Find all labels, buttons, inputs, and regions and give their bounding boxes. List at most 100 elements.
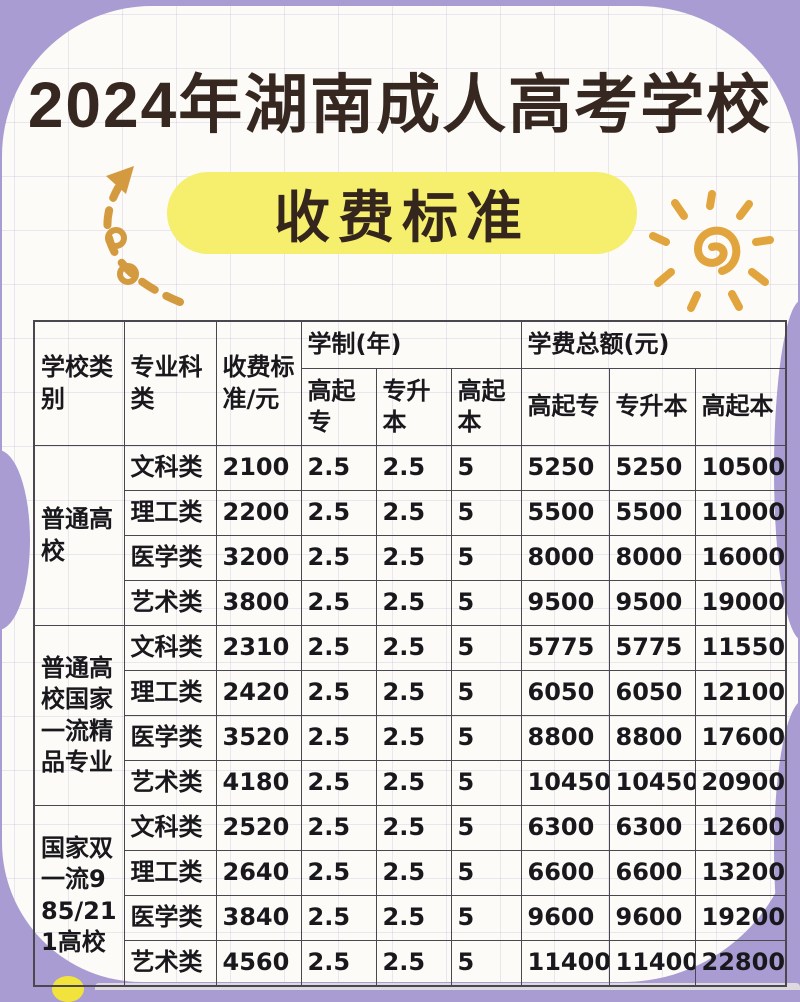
duration-gaoqiben-cell: 5: [450, 580, 522, 626]
header-tuition-zhuanshengben: 专升本: [608, 368, 696, 446]
tuition-gaoqiben-cell: 12600: [694, 805, 787, 851]
duration-zhuanshengben-cell: 2.5: [375, 805, 452, 851]
duration-gaoqizhuan-cell: 2.5: [300, 445, 377, 491]
tuition-gaoqizhuan-cell: 10450: [520, 760, 610, 806]
header-duration-group: 学制(年): [300, 320, 522, 369]
header-row-subcolumns: 高起专 专升本 高起本 高起专 专升本 高起本: [34, 368, 787, 446]
fee-standard-cell: 2100: [215, 445, 302, 491]
major-category-cell: 艺术类: [123, 940, 217, 987]
duration-gaoqiben-cell: 5: [450, 940, 522, 987]
fee-standard-cell: 2310: [215, 625, 302, 671]
duration-gaoqizhuan-cell: 2.5: [300, 490, 377, 536]
major-category-cell: 医学类: [123, 895, 217, 941]
tuition-zhuanshengben-cell: 9600: [608, 895, 696, 941]
duration-gaoqizhuan-cell: 2.5: [300, 580, 377, 626]
duration-zhuanshengben-cell: 2.5: [375, 625, 452, 671]
tuition-gaoqiben-cell: 19000: [694, 580, 787, 626]
header-fee-standard: 收费标准/元: [215, 320, 302, 446]
fee-standard-cell: 2420: [215, 670, 302, 716]
header-tuition-gaoqizhuan: 高起专: [520, 368, 610, 446]
major-category-cell: 医学类: [123, 535, 217, 581]
duration-zhuanshengben-cell: 2.5: [375, 715, 452, 761]
tuition-gaoqiben-cell: 20900: [694, 760, 787, 806]
major-category-cell: 理工类: [123, 670, 217, 716]
duration-gaoqiben-cell: 5: [450, 490, 522, 536]
major-category-cell: 文科类: [123, 625, 217, 671]
page-title: 2024年湖南成人高考学校: [27, 69, 773, 141]
major-category-cell: 理工类: [123, 490, 217, 536]
subtitle: 收费标准: [274, 185, 530, 249]
header-duration-zhuanshengben: 专升本: [375, 368, 452, 446]
tuition-zhuanshengben-cell: 5250: [608, 445, 696, 491]
school-category-cell: 普通高校: [33, 445, 125, 626]
tuition-gaoqizhuan-cell: 11400: [520, 940, 610, 987]
tuition-zhuanshengben-cell: 6050: [608, 670, 696, 716]
fee-standard-cell: 3520: [215, 715, 302, 761]
tuition-gaoqiben-cell: 10500: [694, 445, 787, 491]
tuition-gaoqizhuan-cell: 6600: [520, 850, 610, 896]
table-row: 理工类 2420 2.5 2.5 5 6050 6050 12100: [34, 670, 787, 716]
major-category-cell: 艺术类: [123, 580, 217, 626]
major-category-cell: 理工类: [123, 850, 217, 896]
table-row: 医学类 3840 2.5 2.5 5 9600 9600 19200: [34, 895, 787, 941]
duration-zhuanshengben-cell: 2.5: [375, 445, 452, 491]
duration-gaoqizhuan-cell: 2.5: [300, 850, 377, 896]
tuition-gaoqiben-cell: 11000: [694, 490, 787, 536]
tuition-gaoqiben-cell: 11550: [694, 625, 787, 671]
duration-gaoqiben-cell: 5: [450, 760, 522, 806]
duration-gaoqizhuan-cell: 2.5: [300, 805, 377, 851]
fee-standard-cell: 4560: [215, 940, 302, 987]
major-category-cell: 医学类: [123, 715, 217, 761]
header-school-category: 学校类别: [33, 320, 125, 446]
table-row: 理工类 2640 2.5 2.5 5 6600 6600 13200: [34, 850, 787, 896]
duration-gaoqiben-cell: 5: [450, 670, 522, 716]
tuition-gaoqiben-cell: 16000: [694, 535, 787, 581]
duration-gaoqiben-cell: 5: [450, 535, 522, 581]
header-tuition-gaoqiben: 高起本: [694, 368, 787, 446]
header-major-category: 专业科类: [123, 320, 217, 446]
duration-gaoqizhuan-cell: 2.5: [300, 625, 377, 671]
tuition-gaoqizhuan-cell: 5500: [520, 490, 610, 536]
duration-gaoqiben-cell: 5: [450, 715, 522, 761]
school-category-cell: 普通高校国家一流精品专业: [33, 625, 125, 806]
header-duration-gaoqiben: 高起本: [450, 368, 522, 446]
tuition-gaoqiben-cell: 13200: [694, 850, 787, 896]
tuition-zhuanshengben-cell: 5775: [608, 625, 696, 671]
duration-gaoqizhuan-cell: 2.5: [300, 715, 377, 761]
major-category-cell: 艺术类: [123, 760, 217, 806]
duration-gaoqiben-cell: 5: [450, 805, 522, 851]
duration-zhuanshengben-cell: 2.5: [375, 670, 452, 716]
tuition-zhuanshengben-cell: 10450: [608, 760, 696, 806]
tuition-zhuanshengben-cell: 6600: [608, 850, 696, 896]
table-row: 医学类 3520 2.5 2.5 5 8800 8800 17600: [34, 715, 787, 761]
tuition-gaoqizhuan-cell: 9600: [520, 895, 610, 941]
duration-zhuanshengben-cell: 2.5: [375, 850, 452, 896]
tuition-gaoqizhuan-cell: 8000: [520, 535, 610, 581]
duration-gaoqiben-cell: 5: [450, 850, 522, 896]
tuition-gaoqizhuan-cell: 5250: [520, 445, 610, 491]
duration-zhuanshengben-cell: 2.5: [375, 940, 452, 987]
tuition-zhuanshengben-cell: 11400: [608, 940, 696, 987]
fee-standard-cell: 3200: [215, 535, 302, 581]
major-category-cell: 文科类: [123, 445, 217, 491]
duration-gaoqizhuan-cell: 2.5: [300, 895, 377, 941]
table-row: 艺术类 4560 2.5 2.5 5 11400 11400 22800: [34, 940, 787, 987]
tuition-zhuanshengben-cell: 9500: [608, 580, 696, 626]
fee-standard-cell: 2640: [215, 850, 302, 896]
table-row: 艺术类 3800 2.5 2.5 5 9500 9500 19000: [34, 580, 787, 626]
tuition-gaoqizhuan-cell: 9500: [520, 580, 610, 626]
duration-gaoqizhuan-cell: 2.5: [300, 940, 377, 987]
tuition-gaoqizhuan-cell: 5775: [520, 625, 610, 671]
major-category-cell: 文科类: [123, 805, 217, 851]
duration-gaoqizhuan-cell: 2.5: [300, 670, 377, 716]
sun-icon: [649, 190, 774, 312]
tuition-gaoqizhuan-cell: 8800: [520, 715, 610, 761]
duration-zhuanshengben-cell: 2.5: [375, 895, 452, 941]
duration-zhuanshengben-cell: 2.5: [375, 490, 452, 536]
fee-standard-cell: 4180: [215, 760, 302, 806]
duration-gaoqiben-cell: 5: [450, 625, 522, 671]
subtitle-highlight: 收费标准: [167, 172, 637, 254]
duration-gaoqiben-cell: 5: [450, 445, 522, 491]
tuition-gaoqiben-cell: 22800: [694, 940, 787, 987]
